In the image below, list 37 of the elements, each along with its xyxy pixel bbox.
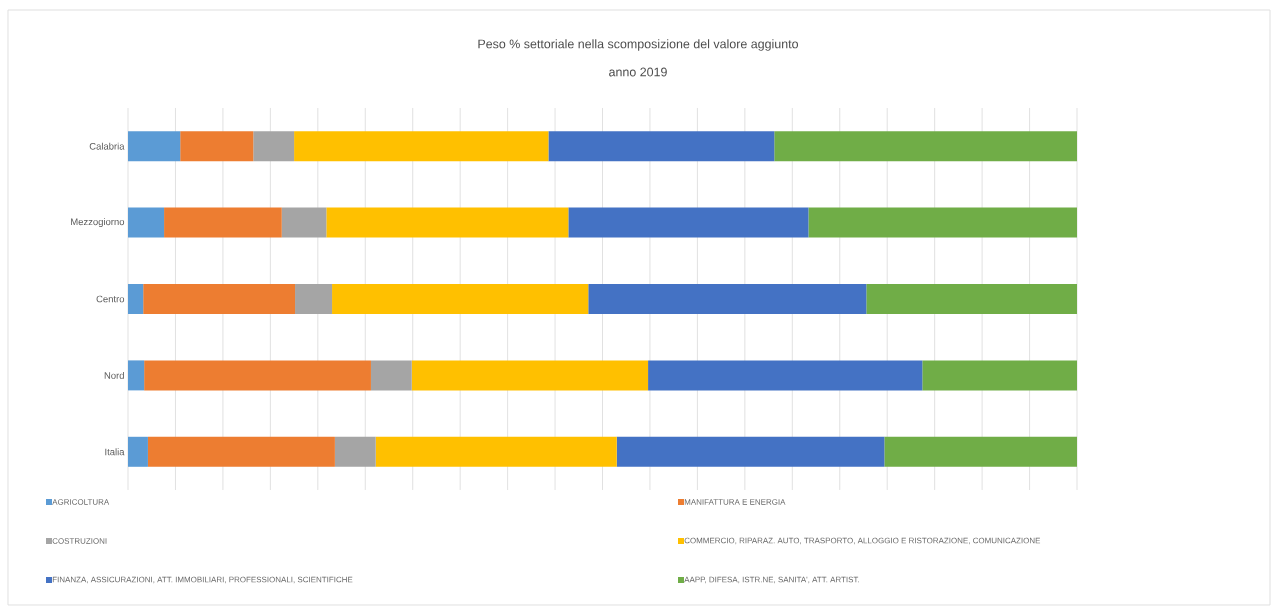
bar bbox=[548, 131, 775, 162]
y-tick-label: Centro bbox=[96, 295, 125, 303]
bar bbox=[922, 360, 1078, 391]
y-tick-label: Calabria bbox=[89, 142, 125, 150]
bar bbox=[588, 283, 867, 314]
bar bbox=[295, 283, 333, 314]
bar bbox=[808, 207, 1078, 238]
bar bbox=[616, 436, 885, 467]
bar bbox=[884, 436, 1078, 467]
chart-title: Peso % settoriale nella scomposizione del valore aggiunto bbox=[478, 39, 799, 51]
bar bbox=[128, 436, 148, 467]
bar bbox=[128, 283, 144, 314]
bar bbox=[375, 436, 617, 467]
bar bbox=[332, 283, 589, 314]
bar bbox=[128, 207, 165, 238]
bar bbox=[866, 283, 1078, 314]
bar bbox=[334, 436, 376, 467]
bar bbox=[128, 131, 181, 162]
bar bbox=[774, 131, 1078, 162]
bar bbox=[326, 207, 569, 238]
chart-subtitle: anno 2019 bbox=[609, 67, 667, 77]
bar bbox=[128, 360, 145, 391]
bar bbox=[147, 436, 335, 467]
bar bbox=[144, 360, 371, 391]
y-tick-label: Nord bbox=[104, 371, 124, 379]
bar bbox=[568, 207, 809, 238]
bar bbox=[294, 131, 549, 162]
bar bbox=[164, 207, 282, 238]
bar bbox=[281, 207, 327, 238]
bar bbox=[648, 360, 923, 391]
y-tick-label: Italia bbox=[105, 448, 125, 456]
bar bbox=[180, 131, 254, 162]
bar bbox=[143, 283, 296, 314]
bar bbox=[370, 360, 412, 391]
bar bbox=[411, 360, 649, 391]
y-tick-label: Mezzogiorno bbox=[71, 218, 125, 228]
bar bbox=[253, 131, 295, 162]
